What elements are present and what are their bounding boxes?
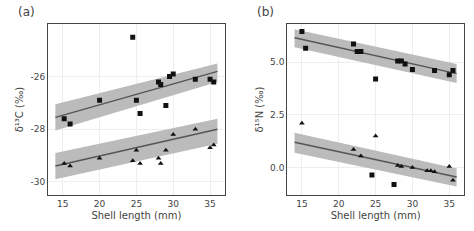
- svg-text:-28: -28: [30, 124, 45, 134]
- svg-text:(b): (b): [257, 5, 274, 19]
- svg-text:15: 15: [57, 199, 68, 209]
- svg-text:5.0: 5.0: [270, 57, 285, 67]
- svg-text:Shell length (mm): Shell length (mm): [91, 210, 181, 221]
- svg-text:30: 30: [407, 199, 419, 209]
- svg-text:-26: -26: [30, 72, 45, 82]
- svg-text:30: 30: [168, 199, 180, 209]
- svg-text:-30: -30: [30, 177, 45, 187]
- svg-text:0.0: 0.0: [270, 163, 285, 173]
- svg-text:15: 15: [296, 199, 307, 209]
- svg-text:20: 20: [333, 199, 345, 209]
- svg-text:δ¹⁵N (‰): δ¹⁵N (‰): [254, 86, 265, 132]
- svg-text:20: 20: [94, 199, 106, 209]
- svg-text:(a): (a): [18, 5, 35, 19]
- svg-text:35: 35: [444, 199, 455, 209]
- svg-text:25: 25: [370, 199, 381, 209]
- svg-text:2.5: 2.5: [270, 110, 284, 120]
- svg-text:35: 35: [204, 199, 215, 209]
- svg-text:25: 25: [131, 199, 142, 209]
- svg-text:δ¹³C (‰): δ¹³C (‰): [14, 87, 25, 133]
- svg-text:Shell length (mm): Shell length (mm): [331, 210, 421, 221]
